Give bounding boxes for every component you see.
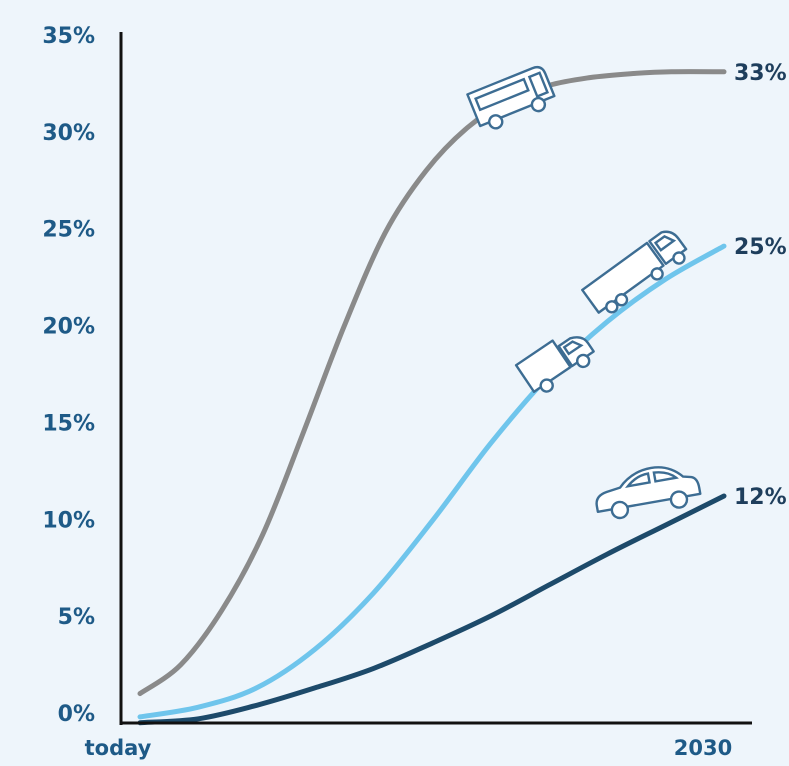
y-tick-label: 0% [58, 702, 95, 727]
end-labels: 33% 25% 12% [734, 61, 787, 510]
y-tick-label: 5% [58, 605, 95, 630]
end-label: 12% [734, 485, 787, 510]
y-tick-label: 25% [42, 218, 95, 243]
x-tick-label-2030: 2030 [674, 736, 732, 760]
series-line-car [137, 493, 727, 726]
series-line-truck [137, 243, 727, 720]
y-tick-label: 15% [42, 411, 95, 436]
x-tick-label-today: today [85, 736, 152, 760]
car-icon [595, 466, 702, 520]
y-tick-label: 35% [42, 24, 95, 49]
end-label: 33% [734, 61, 787, 86]
y-tick-label: 10% [42, 508, 95, 533]
y-tick-label: 20% [42, 315, 95, 340]
series-line-bus [137, 69, 727, 697]
y-tick-label: 30% [42, 121, 95, 146]
truck-icon [581, 230, 688, 314]
van-icon [514, 336, 595, 393]
end-label: 25% [734, 235, 787, 260]
series-lines [137, 69, 727, 726]
bus-icon [466, 65, 556, 130]
y-tick-labels: 0% 5% 10% 15% 20% 25% 30% 35% [42, 24, 95, 727]
